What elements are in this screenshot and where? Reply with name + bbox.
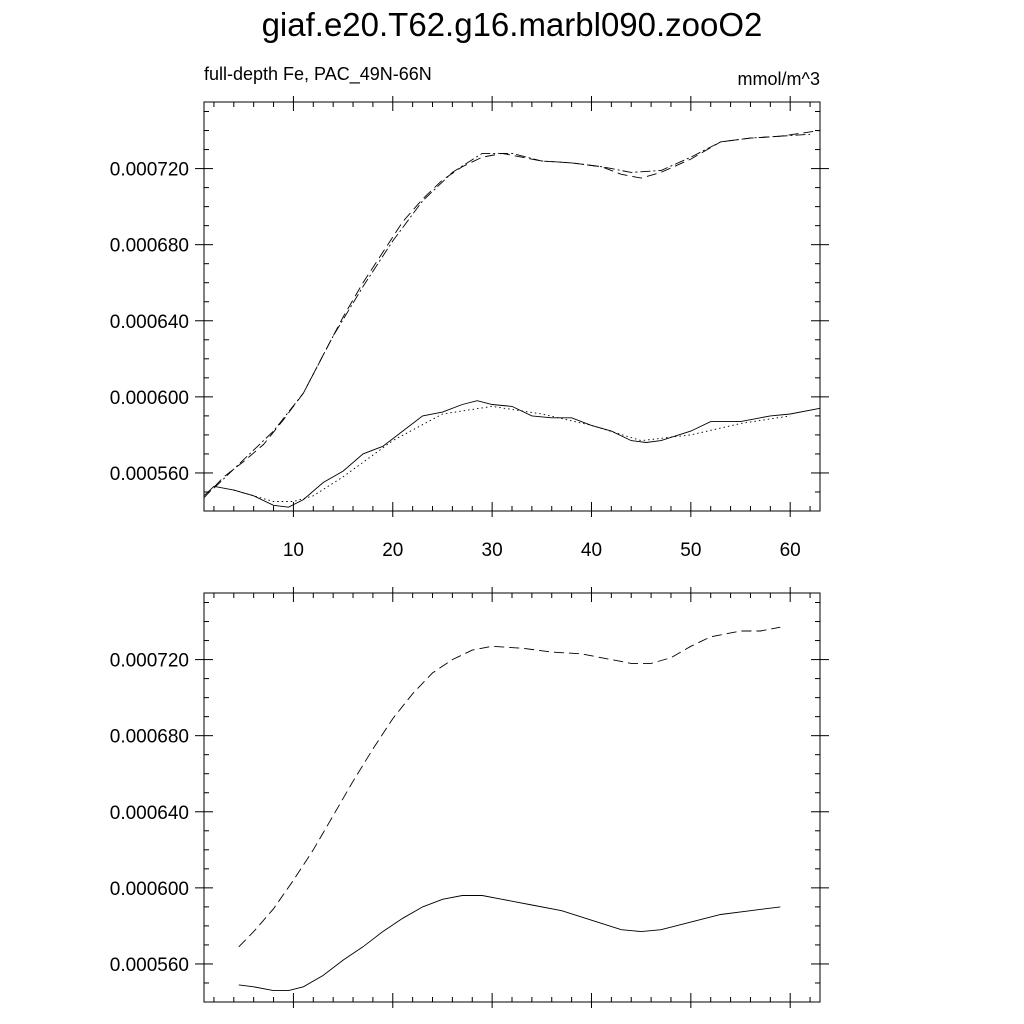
y-tick-label: 0.000560 (110, 955, 189, 976)
y-tick-label: 0.000640 (110, 312, 189, 333)
x-tick-label: 60 (780, 540, 801, 561)
top-panel: 0.000560 0.000600 0.000640 0.000680 0.000720… (110, 96, 829, 561)
y-tick-label: 0.000720 (110, 160, 189, 181)
series-line-dotted (233, 405, 791, 502)
x-tick-label: 20 (382, 540, 403, 561)
bottom-panel: 0.000560 0.000600 0.000640 0.000680 0.000720 (110, 587, 829, 1008)
series-line-dashed (238, 626, 781, 948)
y-tick-label: 0.000640 (110, 803, 189, 824)
plot-frame (203, 101, 821, 512)
x-tick-label: 50 (680, 540, 701, 561)
x-tick-label: 30 (482, 540, 503, 561)
series-line-solid (203, 400, 821, 508)
y-tick-label: 0.000600 (110, 388, 189, 409)
y-tick-label: 0.000560 (110, 464, 189, 485)
series-line-dashed (203, 130, 821, 499)
series-line-dashdot (213, 133, 811, 489)
units-label: mmol/m^3 (737, 69, 820, 89)
series-line-solid (238, 895, 781, 992)
plot-frame (203, 592, 821, 1003)
x-tick-label: 10 (283, 540, 304, 561)
y-tick-label: 0.000600 (110, 879, 189, 900)
x-tick-label: 40 (581, 540, 602, 561)
y-tick-label: 0.000680 (110, 727, 189, 748)
chart-title: giaf.e20.T62.g16.marbl090.zooO2 (261, 6, 763, 43)
left-subtitle: full-depth Fe, PAC_49N-66N (204, 64, 432, 84)
y-tick-label: 0.000720 (110, 651, 189, 672)
y-tick-label: 0.000680 (110, 236, 189, 257)
